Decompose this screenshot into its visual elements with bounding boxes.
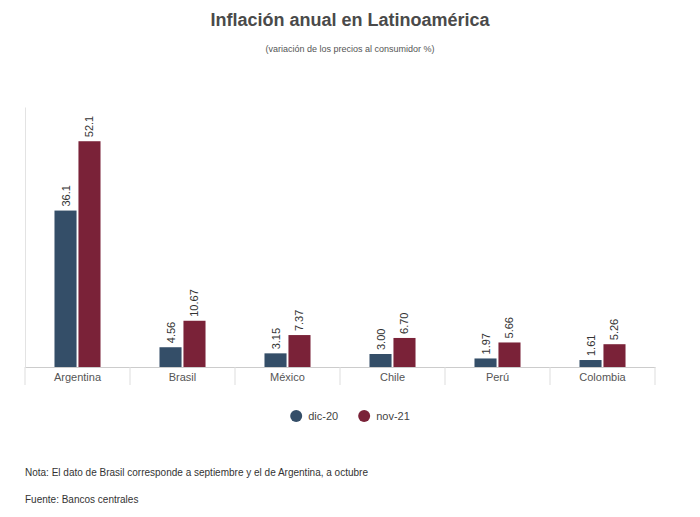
x-tick-label: Argentina [54, 371, 102, 383]
category-separators [25, 367, 655, 385]
annotation: Fuente: Bancos centrales [25, 494, 138, 505]
x-tick: Brasil [169, 367, 197, 383]
bar [393, 338, 415, 367]
bar [54, 211, 76, 367]
data-label: 3.00 [375, 329, 387, 350]
x-tick-label: Brasil [169, 371, 197, 383]
data-label: 5.26 [608, 319, 620, 340]
bar [603, 344, 625, 367]
bar [474, 358, 496, 367]
bar [159, 347, 181, 367]
legend-label: nov-21 [376, 410, 410, 422]
legend-item: dic-20 [290, 410, 338, 422]
category-separator [655, 367, 656, 385]
data-label: 5.66 [503, 317, 515, 338]
x-tick-label: Perú [486, 371, 509, 383]
data-label: 1.61 [585, 335, 597, 356]
legend-label: dic-20 [308, 410, 338, 422]
title: Inflación anual en Latinoamérica [210, 10, 490, 30]
data-label: 3.15 [270, 328, 282, 349]
x-tick: Chile [380, 367, 405, 383]
chart: Inflación anual en Latinoamérica (variaci… [0, 0, 700, 517]
data-label: 1.97 [480, 333, 492, 354]
x-tick: México [270, 367, 305, 383]
annotation: Nota: El dato de Brasil corresponde a se… [25, 467, 368, 478]
category-separator [445, 367, 446, 385]
x-tick-label: México [270, 371, 305, 383]
legend-item: nov-21 [358, 410, 410, 422]
bar [288, 335, 310, 367]
x-tick: Perú [486, 367, 509, 383]
data-label: 52.1 [83, 116, 95, 137]
legend-swatch [358, 410, 370, 422]
category-separator [130, 367, 131, 385]
y-axis-line [25, 108, 26, 368]
bar [78, 141, 100, 367]
subtitle: (variación de los precios al consumidor … [265, 44, 434, 54]
data-label: 7.37 [293, 310, 305, 331]
data-label: 4.56 [165, 322, 177, 343]
x-tick: Argentina [54, 367, 102, 383]
bar [498, 342, 520, 367]
bars [54, 141, 625, 367]
bar [579, 360, 601, 367]
annotations: Nota: El dato de Brasil corresponde a se… [25, 467, 368, 505]
bar [369, 354, 391, 367]
x-tick-label: Colombia [579, 371, 626, 383]
legend: dic-20 nov-21 [290, 410, 410, 422]
data-labels: 36.1 4.56 3.15 3.00 1.97 1.61 52.1 10.67 7.37 6.7… [60, 116, 621, 356]
category-separator [550, 367, 551, 385]
bar [183, 321, 205, 367]
bar [264, 353, 286, 367]
y-axis [25, 108, 27, 368]
data-label: 10.67 [188, 289, 200, 317]
category-separator [340, 367, 341, 385]
x-tick-label: Chile [380, 371, 405, 383]
data-label: 36.1 [60, 185, 72, 206]
legend-swatch [290, 410, 302, 422]
data-label: 6.70 [398, 313, 410, 334]
category-separator [235, 367, 236, 385]
category-separator [25, 367, 26, 385]
x-tick: Colombia [579, 367, 626, 383]
